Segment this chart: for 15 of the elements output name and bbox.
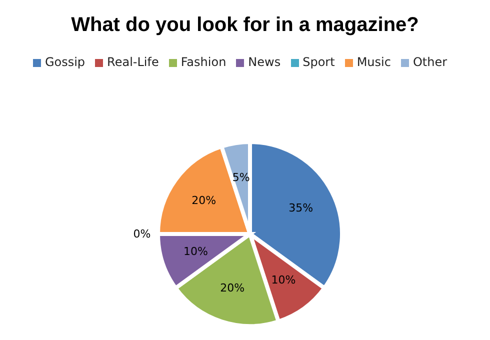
data-label: 10% [271, 274, 296, 287]
legend-label: Fashion [180, 55, 226, 69]
data-label: 35% [288, 202, 314, 215]
data-label: 5% [232, 171, 250, 184]
legend-label: Real-Life [107, 55, 159, 69]
legend-label: Gossip [44, 55, 86, 69]
chart-title: What do you look for in a magazine? [70, 13, 420, 38]
data-label: 20% [220, 282, 245, 295]
legend-label: Sport [302, 55, 335, 69]
text: 0% [133, 228, 151, 240]
legend-label: Other [412, 55, 448, 69]
legend-label: News [248, 55, 281, 69]
data-label: 20% [192, 194, 216, 207]
legend-label: Music [356, 55, 391, 69]
data-label: 10% [184, 245, 208, 258]
